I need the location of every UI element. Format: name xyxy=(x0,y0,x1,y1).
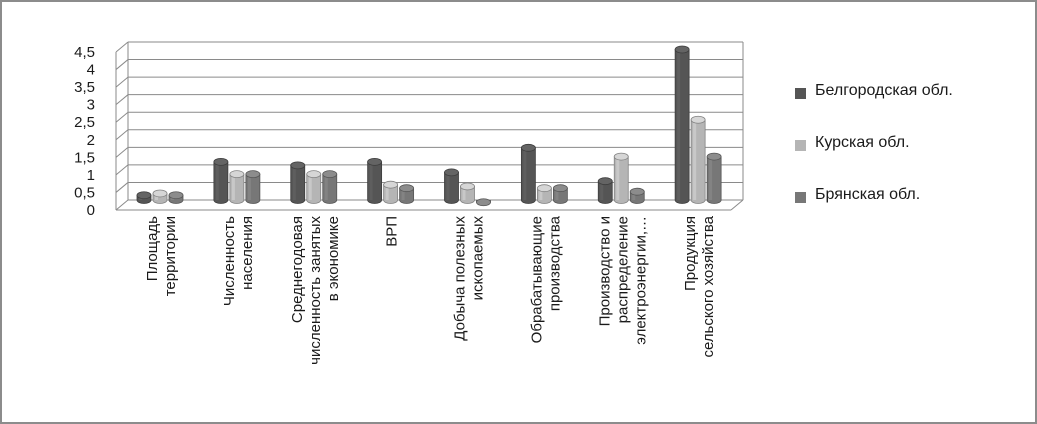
legend-swatch xyxy=(795,140,806,151)
bar xyxy=(383,180,399,204)
x-tick-label: Среднегодоваячисленность занятыхв эконом… xyxy=(289,216,342,365)
bar xyxy=(629,187,645,204)
y-tick-label: 3,5 xyxy=(74,79,95,96)
gridline-side xyxy=(115,94,129,106)
bar xyxy=(152,189,168,204)
bar xyxy=(520,143,536,204)
bar xyxy=(613,152,629,204)
y-tick-label: 2,5 xyxy=(74,114,95,131)
legend-label: Белгородская обл. xyxy=(815,82,953,99)
bar xyxy=(460,182,475,204)
y-tick-label: 3 xyxy=(87,97,95,114)
x-tick-label: Продукциясельского хозяйства xyxy=(682,215,717,357)
y-tick-label: 4 xyxy=(87,62,95,79)
legend-label: Курская обл. xyxy=(815,134,910,151)
bar xyxy=(399,184,415,204)
bar xyxy=(690,115,706,204)
y-tick-label: 2 xyxy=(87,132,95,149)
bar xyxy=(136,191,152,204)
gridline-side xyxy=(115,129,129,141)
bar xyxy=(476,198,491,207)
y-tick-label: 0 xyxy=(87,202,95,219)
floor-right-edge xyxy=(730,199,744,211)
bar xyxy=(706,152,722,204)
bar xyxy=(322,170,338,204)
gridline-side xyxy=(115,164,129,176)
bar xyxy=(674,45,690,204)
bar xyxy=(168,191,184,204)
y-tick-label: 1,5 xyxy=(74,149,95,166)
x-tick-label: Обрабатывающиепроизводства xyxy=(528,215,563,343)
x-tick-label: Производство ираспределениеэлектроэнерги… xyxy=(596,216,649,345)
legend-swatch xyxy=(795,192,806,203)
x-tick-label: Площадьтерритории xyxy=(144,216,179,296)
gridline-side xyxy=(115,41,129,53)
bar xyxy=(229,170,245,204)
x-tick-label: ВРП xyxy=(384,216,401,247)
gridline-side xyxy=(115,59,129,70)
bar xyxy=(213,157,229,204)
bar xyxy=(552,184,568,204)
gridline-side xyxy=(115,111,129,123)
chart-legend: Белгородская обл. Курская обл. Брянская об… xyxy=(795,82,1025,238)
legend-item: Брянская обл. xyxy=(795,186,1025,238)
x-tick-label: Добыча полезныхископаемых xyxy=(452,216,487,341)
gridline-side xyxy=(115,199,129,211)
gridline-side xyxy=(115,76,129,88)
gridline-side xyxy=(115,182,129,193)
bar xyxy=(290,161,306,204)
y-tick-label: 4,5 xyxy=(74,44,95,61)
gridline-side xyxy=(115,146,129,158)
legend-label: Брянская обл. xyxy=(815,186,921,203)
bar xyxy=(367,157,383,204)
y-tick-label: 1 xyxy=(87,167,95,184)
bar xyxy=(245,170,261,204)
legend-item: Белгородская обл. xyxy=(795,82,1025,134)
x-tick-label: Численностьнаселения xyxy=(221,216,256,306)
bar xyxy=(306,170,322,204)
legend-swatch xyxy=(795,88,806,99)
legend-item: Курская обл. xyxy=(795,134,1025,186)
bar xyxy=(536,184,552,204)
bar xyxy=(597,177,613,204)
y-tick-label: 0,5 xyxy=(74,184,95,201)
bar xyxy=(444,168,459,204)
